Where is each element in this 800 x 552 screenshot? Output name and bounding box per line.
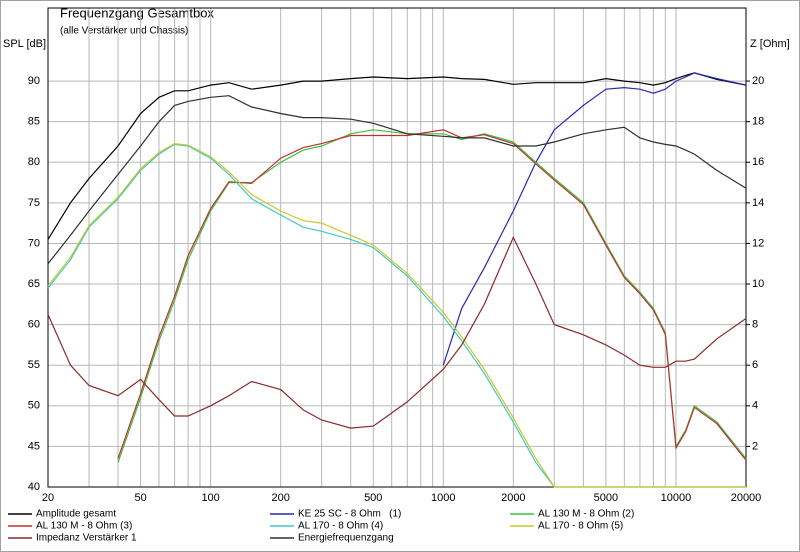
series-line xyxy=(47,235,747,429)
series-line xyxy=(47,142,746,488)
y-tick-label: 65 xyxy=(28,278,40,290)
y-tick-label: 50 xyxy=(28,400,40,412)
y-tick-label: 55 xyxy=(28,359,40,371)
y-tick-label: 60 xyxy=(28,319,40,331)
y2-axis-label: Z [Ohm] xyxy=(750,38,790,50)
y-tick-label: 70 xyxy=(28,237,40,249)
y2-tick-label: 10 xyxy=(752,278,764,290)
chart-title: Frequenzgang Gesamtbox xyxy=(60,5,214,20)
y-tick-label: 45 xyxy=(28,440,40,452)
series-line xyxy=(47,72,747,240)
y2-tick-label: 14 xyxy=(752,197,764,209)
x-tick-label: 2000 xyxy=(501,492,525,504)
y2-tick-label: 4 xyxy=(752,400,758,412)
series-line xyxy=(442,72,747,366)
legend-label: Impedanz Verstärker 1 xyxy=(36,533,137,544)
x-tick-label: 5000 xyxy=(594,492,618,504)
legend-label: Energiefrequenzgang xyxy=(298,533,394,544)
legend-label: AL 130 M - 8 Ohm (2) xyxy=(538,509,634,520)
y-axis-label: SPL [dB] xyxy=(3,38,46,50)
plot-border xyxy=(47,7,747,488)
x-tick-label: 10000 xyxy=(661,492,692,504)
y-tick-label: 40 xyxy=(28,481,40,493)
x-tick-label: 20000 xyxy=(731,492,762,504)
y2-tick-label: 18 xyxy=(752,116,764,128)
y-tick-label: 85 xyxy=(28,116,40,128)
y2-tick-label: 20 xyxy=(752,75,764,87)
x-tick-label: 500 xyxy=(364,492,382,504)
y2-tick-label: 8 xyxy=(752,319,758,331)
legend-label: KE 25 SC - 8 Ohm (1) xyxy=(298,509,401,520)
x-tick-label: 20 xyxy=(42,492,54,504)
x-tick-label: 1000 xyxy=(431,492,455,504)
series-line xyxy=(47,95,747,265)
y2-tick-label: 2 xyxy=(752,440,758,452)
legend-label: Amplitude gesamt xyxy=(36,509,116,520)
legend-label: AL 170 - 8 Ohm (5) xyxy=(538,521,623,532)
chart-subtitle: (alle Verstärker und Chassis) xyxy=(60,26,188,37)
series-line xyxy=(117,129,747,463)
y2-tick-label: 6 xyxy=(752,359,758,371)
legend-label: AL 170 - 8 Ohm (4) xyxy=(298,521,383,532)
y2-tick-label: 16 xyxy=(752,156,764,168)
x-tick-label: 200 xyxy=(271,492,289,504)
x-tick-label: 100 xyxy=(201,492,219,504)
x-tick-label: 50 xyxy=(134,492,146,504)
legend-label: AL 130 M - 8 Ohm (3) xyxy=(36,521,132,532)
y-tick-label: 80 xyxy=(28,156,40,168)
y-tick-label: 90 xyxy=(28,75,40,87)
y2-tick-label: 12 xyxy=(752,237,764,249)
y-tick-label: 75 xyxy=(28,197,40,209)
